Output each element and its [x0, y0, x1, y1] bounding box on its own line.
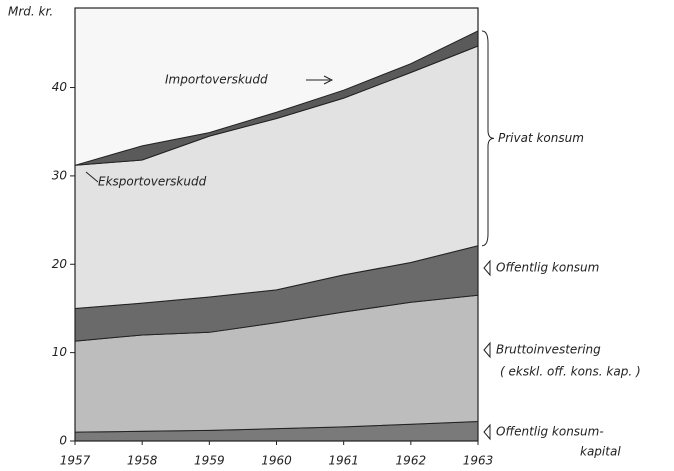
- y-tick-label: 10: [52, 345, 68, 359]
- y-axis-label: Mrd. kr.: [8, 5, 53, 19]
- series-sublabel: kapital: [580, 445, 621, 459]
- y-tick-label: 0: [59, 434, 67, 448]
- series-label: Importoverskudd: [165, 73, 268, 87]
- annotation-arrow: [85, 171, 99, 183]
- x-tick-label: 1958: [127, 454, 158, 468]
- series-label: Offentlig konsum: [496, 261, 599, 275]
- x-tick-label: 1957: [60, 454, 91, 468]
- x-tick-label: 1961: [328, 454, 359, 468]
- label-arrow: [483, 423, 491, 441]
- series-label: Offentlig konsum-: [496, 425, 604, 439]
- x-tick-label: 1962: [396, 454, 427, 468]
- annotation: Eksportoverskudd: [98, 175, 207, 189]
- series-label: Privat konsum: [498, 131, 584, 145]
- y-tick-label: 40: [52, 80, 68, 94]
- annotation-arrow: [306, 75, 334, 85]
- series-label: Bruttoinvestering: [496, 343, 601, 357]
- y-tick-label: 30: [52, 168, 68, 182]
- x-tick-label: 1960: [261, 454, 292, 468]
- label-arrow: [483, 259, 491, 277]
- label-arrow: [483, 341, 491, 359]
- series-sublabel: ( ekskl. off. kons. kap. ): [500, 365, 641, 379]
- x-tick-label: 1963: [463, 454, 494, 468]
- x-tick-label: 1959: [194, 454, 225, 468]
- y-tick-label: 20: [52, 257, 68, 271]
- brace: [481, 30, 495, 247]
